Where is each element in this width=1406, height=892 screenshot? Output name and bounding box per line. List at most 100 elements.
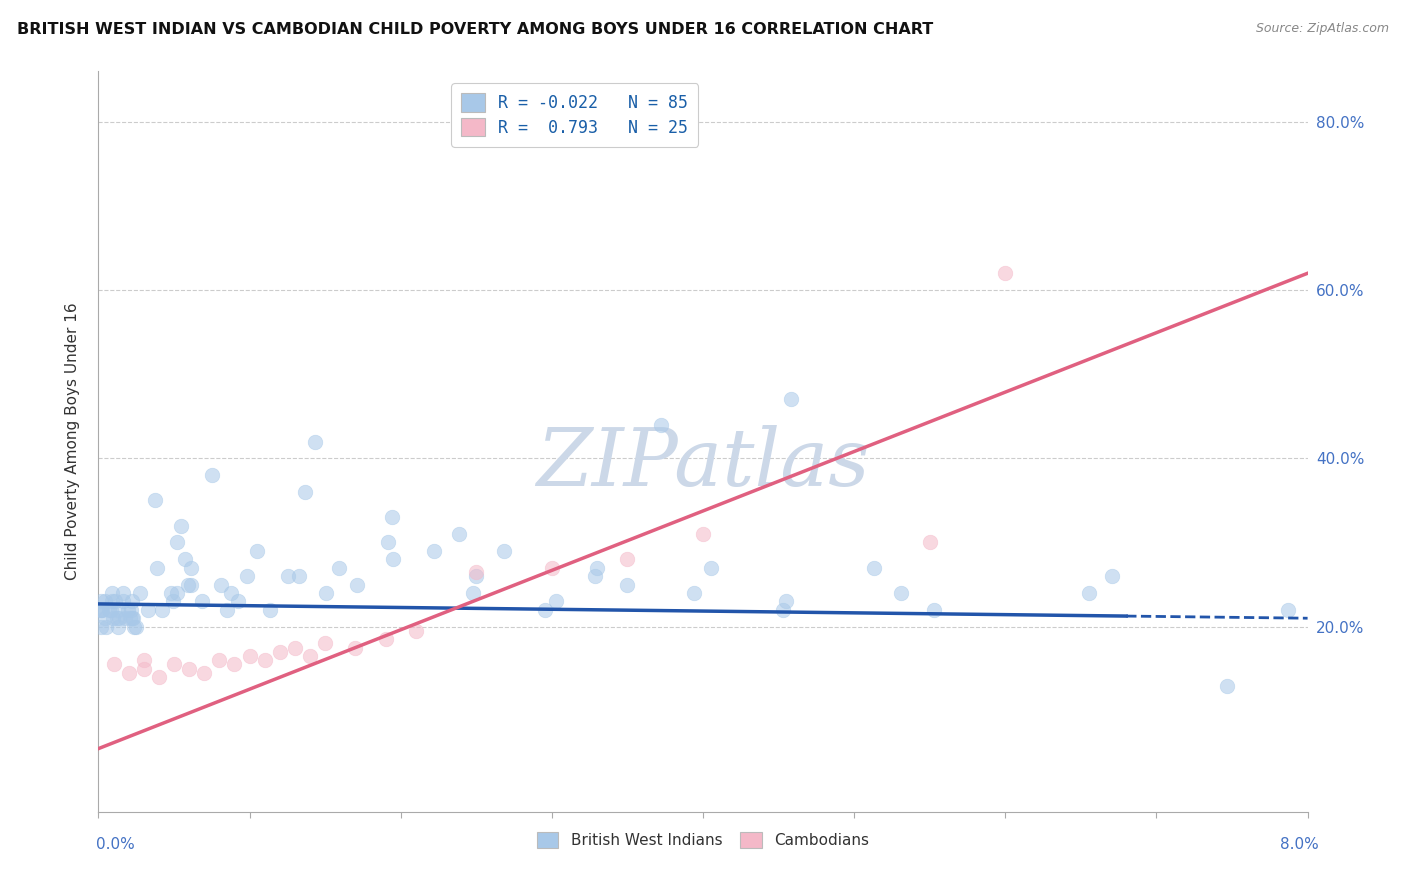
Point <box>284 640 307 655</box>
Point <box>108 611 131 625</box>
Point <box>534 603 557 617</box>
Point <box>208 653 231 667</box>
Point <box>170 518 193 533</box>
Point <box>299 649 322 664</box>
Point <box>114 611 136 625</box>
Point <box>117 603 139 617</box>
Point <box>120 603 142 617</box>
Point <box>90 619 112 633</box>
Point <box>209 577 232 591</box>
Point <box>328 560 350 574</box>
Point <box>544 594 567 608</box>
Point <box>315 586 337 600</box>
Text: 8.0%: 8.0% <box>1279 837 1319 852</box>
Point <box>344 640 367 655</box>
Point <box>94 611 117 625</box>
Point <box>228 594 250 608</box>
Point <box>863 560 886 574</box>
Point <box>103 657 125 672</box>
Point <box>253 653 276 667</box>
Point <box>586 560 609 574</box>
Point <box>650 417 672 432</box>
Point <box>922 603 945 617</box>
Point <box>215 603 238 617</box>
Point <box>120 611 142 625</box>
Point <box>219 586 242 600</box>
Point <box>1101 569 1123 583</box>
Point <box>91 603 114 617</box>
Point <box>201 468 224 483</box>
Point <box>422 544 444 558</box>
Point <box>259 603 281 617</box>
Point <box>105 611 128 625</box>
Point <box>103 611 125 625</box>
Point <box>129 586 152 600</box>
Point <box>465 565 488 579</box>
Point <box>246 544 269 558</box>
Point <box>918 535 941 549</box>
Point <box>179 662 201 676</box>
Point <box>163 657 186 672</box>
Point <box>173 552 195 566</box>
Point <box>463 586 485 600</box>
Point <box>1077 586 1099 600</box>
Point <box>683 586 706 600</box>
Point <box>143 493 166 508</box>
Point <box>890 586 912 600</box>
Point <box>381 510 404 524</box>
Point <box>775 594 797 608</box>
Point <box>148 670 170 684</box>
Point <box>93 594 115 608</box>
Point <box>166 586 188 600</box>
Point <box>239 649 262 664</box>
Point <box>132 653 155 667</box>
Point <box>101 594 124 608</box>
Point <box>90 603 112 617</box>
Text: 0.0%: 0.0% <box>96 837 135 852</box>
Y-axis label: Child Poverty Among Boys Under 16: Child Poverty Among Boys Under 16 <box>65 302 80 581</box>
Point <box>294 485 316 500</box>
Point <box>405 624 427 638</box>
Point <box>112 586 135 600</box>
Point <box>90 603 112 617</box>
Point <box>118 665 141 680</box>
Point <box>449 527 471 541</box>
Text: BRITISH WEST INDIAN VS CAMBODIAN CHILD POVERTY AMONG BOYS UNDER 16 CORRELATION C: BRITISH WEST INDIAN VS CAMBODIAN CHILD P… <box>17 22 934 37</box>
Point <box>100 603 122 617</box>
Point <box>150 603 173 617</box>
Point <box>700 560 723 574</box>
Point <box>381 552 404 566</box>
Point <box>692 527 714 541</box>
Point <box>288 569 311 583</box>
Point <box>236 569 259 583</box>
Point <box>994 266 1017 280</box>
Point <box>121 611 143 625</box>
Point <box>90 594 112 608</box>
Point <box>772 603 794 617</box>
Point <box>616 577 638 591</box>
Point <box>100 586 122 600</box>
Point <box>121 611 143 625</box>
Legend: British West Indians, Cambodians: British West Indians, Cambodians <box>529 824 877 856</box>
Point <box>304 434 326 449</box>
Point <box>314 636 336 650</box>
Point <box>104 594 127 608</box>
Point <box>346 577 368 591</box>
Point <box>190 594 212 608</box>
Point <box>162 594 184 608</box>
Point <box>1216 679 1239 693</box>
Point <box>269 645 291 659</box>
Point <box>465 569 488 583</box>
Point <box>136 603 159 617</box>
Point <box>180 560 202 574</box>
Point <box>374 632 396 647</box>
Point <box>780 392 803 407</box>
Point <box>180 577 202 591</box>
Point <box>193 665 215 680</box>
Point <box>540 560 562 574</box>
Point <box>96 619 118 633</box>
Point <box>160 586 183 600</box>
Point <box>377 535 399 549</box>
Point <box>111 594 134 608</box>
Point <box>125 619 148 633</box>
